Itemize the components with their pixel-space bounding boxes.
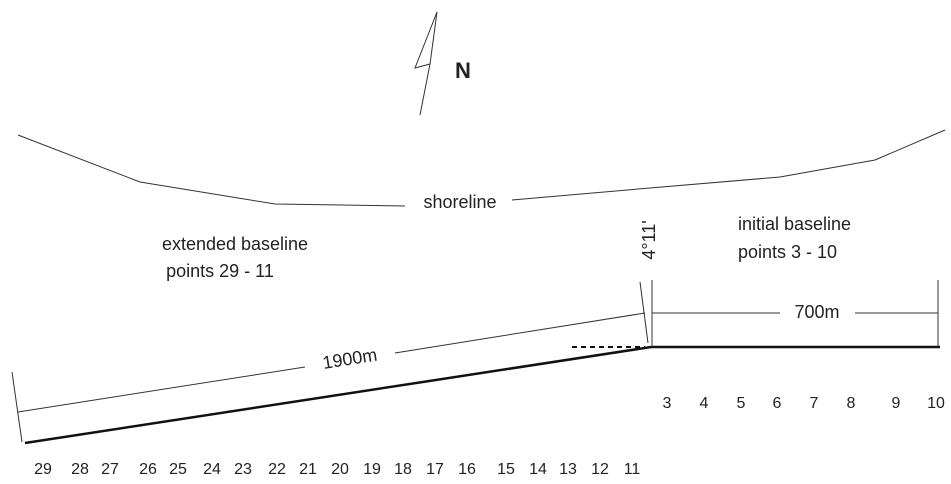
length-label: 1900m [321, 345, 378, 373]
point-number: 18 [394, 461, 412, 478]
point-number: 23 [234, 461, 252, 478]
point-number: 21 [299, 461, 317, 478]
point-number: 17 [426, 461, 444, 478]
point-number: 4 [700, 395, 709, 412]
point-number: 11 [624, 461, 641, 478]
point-number: 28 [71, 461, 89, 478]
point-number: 19 [363, 461, 381, 478]
point-number: 24 [203, 461, 221, 478]
extended-title: extended baseline [162, 234, 308, 254]
arrow-shaft [429, 11, 438, 65]
dimension-line [17, 366, 306, 413]
point-number: 20 [331, 461, 349, 478]
shoreline [17, 134, 406, 207]
point-number: 5 [737, 395, 746, 412]
shoreline-label: shoreline [423, 192, 496, 212]
dimension-tick [639, 281, 649, 344]
point-number: 9 [892, 395, 901, 412]
point-number: 3 [663, 395, 672, 412]
point-number: 8 [847, 395, 856, 412]
initial-title: initial baseline [738, 214, 851, 234]
extended-baseline [24, 345, 652, 445]
initial-points: points 3 - 10 [738, 242, 837, 262]
dimension-line [394, 312, 646, 354]
point-number: 29 [34, 461, 52, 478]
length-label: 700m [794, 302, 839, 322]
extended-points: points 29 - 11 [166, 261, 274, 281]
point-number: 22 [268, 461, 286, 478]
point-number: 15 [497, 461, 515, 478]
dimension-tick [11, 371, 23, 443]
point-number: 16 [458, 461, 476, 478]
point-number: 14 [529, 461, 547, 478]
point-number: 7 [810, 395, 819, 412]
angle-label: 4°11' [639, 220, 659, 259]
point-number: 13 [559, 461, 577, 478]
point-number: 25 [169, 461, 187, 478]
point-number: 10 [927, 395, 945, 412]
point-number: 27 [101, 461, 119, 478]
arrow-shape [414, 11, 438, 116]
shoreline [511, 129, 946, 201]
north-arrow [414, 11, 438, 116]
north-label: N [455, 58, 471, 83]
point-number: 12 [591, 461, 609, 478]
point-number: 6 [773, 395, 782, 412]
point-number: 26 [139, 461, 157, 478]
